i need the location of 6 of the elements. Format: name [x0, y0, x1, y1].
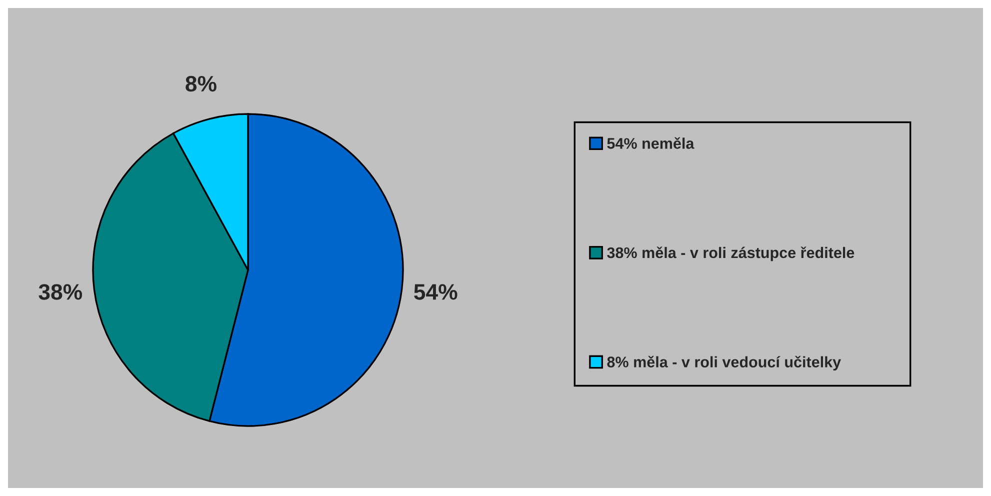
legend-label: 8% měla - v roli vedoucí učitelky	[607, 356, 841, 370]
legend-label: 38% měla - v roli zástupce ředitele	[607, 246, 854, 262]
data-label: 8%	[186, 76, 216, 92]
data-label: 54%	[414, 284, 458, 300]
legend-label: 54% neměla	[607, 137, 694, 149]
data-label: 38%	[38, 284, 82, 300]
